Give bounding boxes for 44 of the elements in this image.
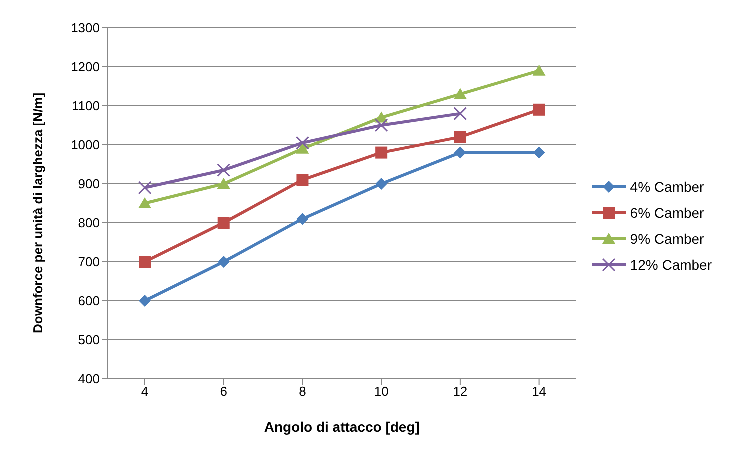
- y-tick-label: 1200: [71, 60, 100, 75]
- y-tick-label: 1000: [71, 138, 100, 153]
- y-tick-label: 600: [78, 294, 100, 309]
- y-tick-label: 1300: [71, 20, 100, 36]
- x-tick-label: 12: [453, 384, 468, 400]
- y-tick-label: 500: [78, 332, 100, 348]
- point: [454, 107, 468, 121]
- legend-label: 6% Camber: [630, 204, 704, 223]
- x-axis-title: Angolo di attacco [deg]: [264, 419, 420, 435]
- point: [454, 131, 466, 144]
- x-tick-label: 10: [374, 384, 389, 400]
- point: [532, 64, 546, 76]
- point: [138, 181, 152, 195]
- point: [296, 136, 310, 150]
- point: [376, 178, 388, 190]
- legend-label: 9% Camber: [630, 230, 704, 249]
- point: [296, 142, 310, 154]
- point: [296, 213, 309, 226]
- y-tick-label: 700: [78, 254, 100, 270]
- point: [218, 217, 230, 229]
- y-tick-label: 800: [78, 216, 100, 231]
- x-tick-label: 8: [299, 384, 306, 400]
- x-tick-label: 4: [141, 384, 149, 400]
- point: [218, 256, 230, 268]
- legend-label: 4% Camber: [630, 178, 704, 197]
- point: [296, 174, 309, 186]
- point: [139, 295, 151, 307]
- point: [138, 198, 152, 208]
- point: [533, 146, 546, 159]
- point: [376, 146, 388, 159]
- point: [454, 88, 467, 100]
- y-axis-title: Downforce per unità di larghezza [N/m]: [30, 92, 46, 334]
- point: [533, 104, 546, 116]
- point: [217, 178, 230, 189]
- y-tick-label: 900: [78, 176, 100, 192]
- y-tick-label: 1100: [72, 98, 100, 114]
- point: [374, 118, 388, 132]
- point: [217, 164, 231, 178]
- x-tick-label: 14: [532, 384, 547, 400]
- y-tick-label: 400: [78, 372, 100, 387]
- point: [139, 256, 151, 268]
- legend-label: 12% Camber: [630, 256, 712, 275]
- x-tick-label: 6: [220, 384, 228, 400]
- point: [454, 146, 466, 159]
